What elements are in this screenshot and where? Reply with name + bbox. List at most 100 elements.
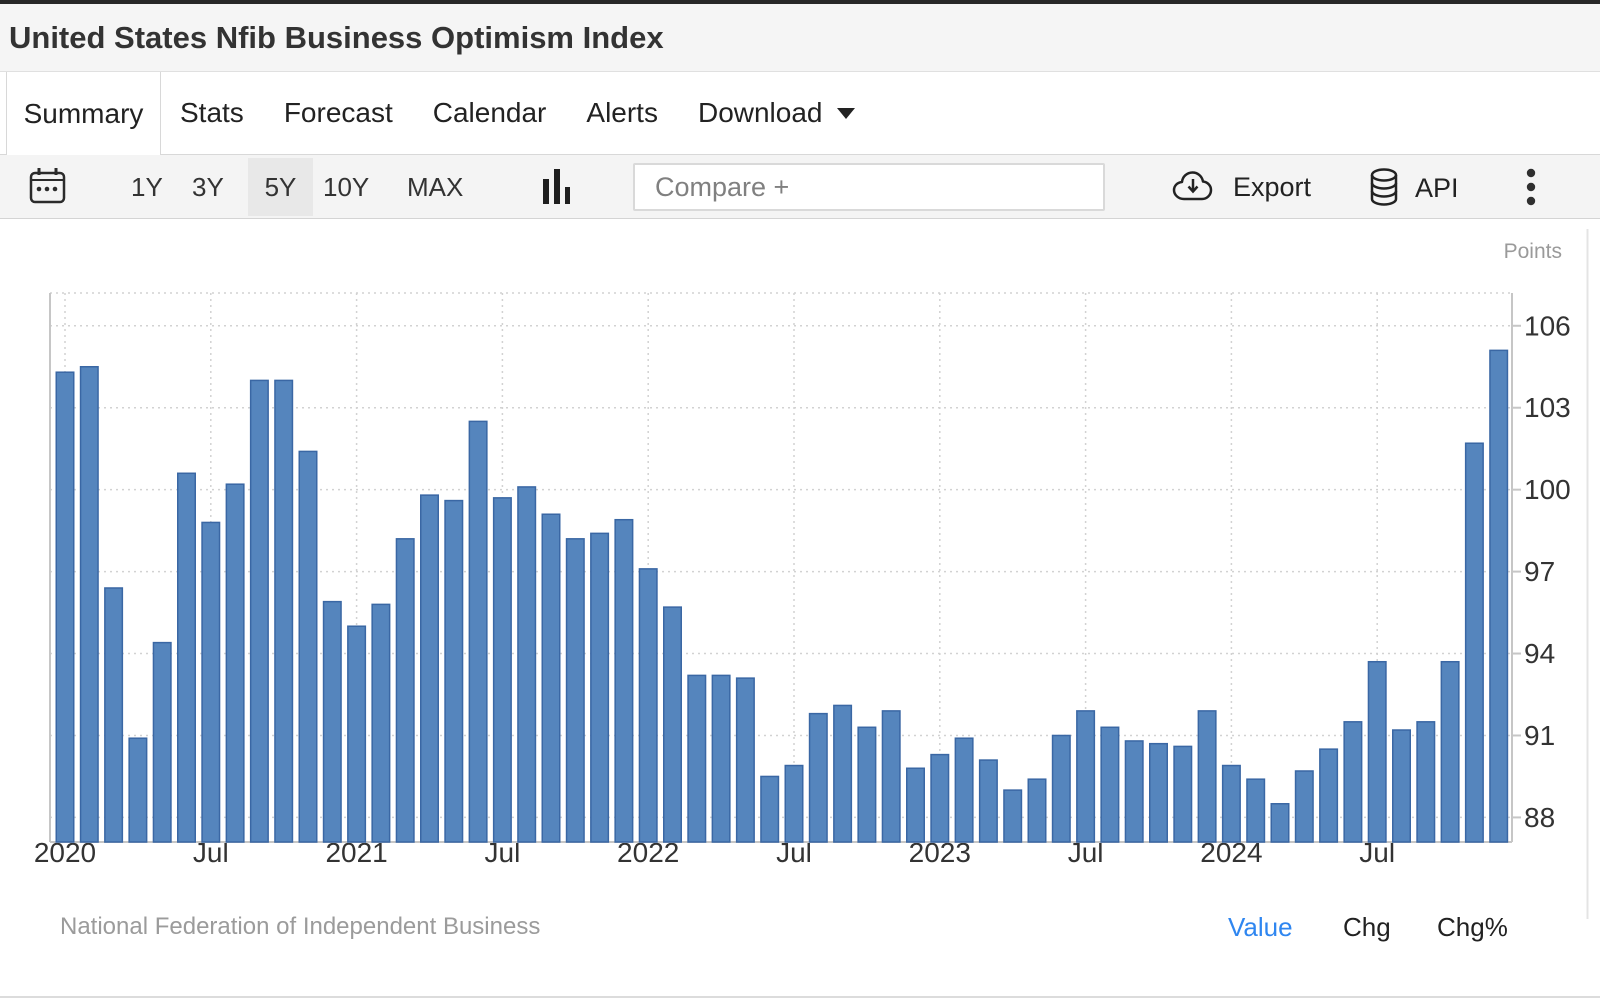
caret-down-icon [836, 107, 855, 119]
bar-2022-06[interactable] [760, 775, 780, 843]
bar-2020-04[interactable] [128, 737, 148, 843]
bar-2022-08[interactable] [808, 712, 828, 843]
more-options-button[interactable] [1526, 167, 1536, 210]
bar-2021-12[interactable] [614, 518, 634, 843]
chart-area: 2020 Jul 2021 Jul 2022 Jul 2023 Jul 2024 Jul 88 91 9… [0, 219, 1600, 999]
bar-2021-06[interactable] [468, 420, 488, 843]
bar-2020-06[interactable] [177, 472, 196, 843]
bar-2021-02[interactable] [371, 603, 391, 843]
bar-2022-05[interactable] [735, 677, 755, 843]
bar-2024-12[interactable] [1489, 349, 1509, 843]
bar-2022-09[interactable] [833, 704, 853, 843]
y-axis-title: Points [1504, 240, 1562, 263]
bar-2021-09[interactable] [541, 513, 561, 843]
bar-2024-04[interactable] [1294, 770, 1314, 843]
calendar-icon [29, 168, 66, 204]
bar-2024-08[interactable] [1392, 729, 1411, 843]
bar-2024-09[interactable] [1416, 721, 1436, 843]
bar-2023-10[interactable] [1149, 742, 1168, 843]
y-axis-label: 97 [1524, 556, 1555, 587]
page-title: United States Nfib Business Optimism Ind… [9, 19, 664, 55]
bar-2024-05[interactable] [1319, 748, 1339, 843]
mode-value-button[interactable]: Value [1228, 912, 1293, 942]
bar-2021-07[interactable] [492, 497, 512, 843]
bar-2020-01[interactable] [55, 371, 75, 843]
bar-2023-12[interactable] [1197, 710, 1217, 843]
bar-2023-07[interactable] [1076, 710, 1096, 843]
bar-2021-10[interactable] [565, 538, 585, 843]
range-5y-button[interactable]: 5Y [264, 171, 297, 202]
range-10y-button[interactable]: 10Y [323, 172, 370, 202]
tab-calendar[interactable]: Calendar [433, 72, 547, 154]
bar-2023-06[interactable] [1051, 734, 1071, 843]
mode-chg-button[interactable]: Chg [1343, 912, 1391, 942]
bar-2023-01[interactable] [930, 753, 950, 843]
bar-2022-07[interactable] [784, 764, 804, 843]
y-axis-label: 88 [1524, 802, 1555, 833]
database-icon [1370, 168, 1398, 206]
bar-2021-05[interactable] [444, 499, 464, 843]
bar-2020-10[interactable] [274, 379, 294, 843]
bar-2024-02[interactable] [1246, 778, 1266, 843]
tab-forecast[interactable]: Forecast [284, 72, 393, 154]
bar-2024-10[interactable] [1440, 660, 1460, 843]
api-label: API [1415, 172, 1459, 203]
bar-2023-09[interactable] [1124, 740, 1144, 843]
compare-input[interactable] [633, 163, 1105, 211]
bar-2024-06[interactable] [1343, 721, 1363, 843]
bar-2023-02[interactable] [954, 737, 974, 843]
bar-2022-12[interactable] [906, 767, 925, 843]
bar-2021-01[interactable] [347, 625, 367, 843]
page-header: United States Nfib Business Optimism Ind… [0, 4, 1600, 72]
bar-2023-08[interactable] [1100, 726, 1120, 843]
bar-2022-11[interactable] [881, 710, 901, 843]
bar-2024-11[interactable] [1464, 442, 1484, 843]
bar-2020-12[interactable] [322, 600, 342, 843]
bar-2024-07[interactable] [1367, 660, 1387, 843]
range-3y-button[interactable]: 3Y [192, 172, 224, 202]
bar-2020-02[interactable] [79, 365, 99, 843]
bar-2022-03[interactable] [687, 674, 707, 843]
bar-2022-02[interactable] [663, 606, 682, 843]
bar-2022-10[interactable] [857, 726, 877, 843]
tab-forecast-label: Forecast [283, 97, 393, 128]
y-axis-label: 100 [1524, 474, 1571, 505]
bar-2021-08[interactable] [517, 486, 537, 843]
y-axis-label: 91 [1524, 720, 1555, 751]
tab-alerts[interactable]: Alerts [586, 72, 658, 154]
bar-2024-01[interactable] [1221, 764, 1241, 843]
bar-2022-04[interactable] [711, 674, 731, 843]
bar-2020-11[interactable] [298, 450, 318, 843]
range-1y-button[interactable]: 1Y [131, 172, 163, 202]
source-attribution: National Federation of Independent Busin… [60, 913, 541, 940]
bar-2021-04[interactable] [420, 494, 439, 843]
tab-stats-label: Stats [180, 97, 244, 128]
bar-2023-05[interactable] [1027, 778, 1047, 843]
bar-2021-11[interactable] [590, 532, 610, 843]
export-label: Export [1233, 171, 1312, 202]
bar-2020-08[interactable] [225, 483, 245, 843]
tab-bar: Summary Stats Forecast Calendar Alerts D… [0, 72, 1600, 155]
bar-2020-09[interactable] [249, 379, 269, 843]
bar-2023-04[interactable] [1003, 789, 1023, 843]
bar-2023-03[interactable] [978, 759, 998, 843]
tab-summary-label: Summary [23, 97, 144, 129]
bar-2024-03[interactable] [1270, 803, 1290, 843]
api-button[interactable]: API [1369, 168, 1459, 208]
bar-2022-01[interactable] [638, 568, 658, 843]
tab-stats[interactable]: Stats [180, 72, 244, 154]
chart-type-button[interactable] [543, 169, 573, 208]
range-max-button[interactable]: MAX [407, 172, 464, 202]
bar-2020-05[interactable] [152, 641, 172, 843]
tab-summary[interactable]: Summary [6, 72, 161, 155]
tab-calendar-label: Calendar [432, 97, 547, 128]
tab-alerts-label: Alerts [586, 97, 658, 128]
calendar-range-button[interactable] [29, 167, 66, 208]
tab-download[interactable]: Download [698, 72, 855, 154]
mode-chgpct-button[interactable]: Chg% [1437, 912, 1508, 942]
bar-2020-03[interactable] [104, 587, 124, 843]
export-button[interactable]: Export [1170, 170, 1311, 204]
bar-2020-07[interactable] [201, 521, 221, 843]
bar-2021-03[interactable] [395, 538, 415, 843]
bar-2023-11[interactable] [1173, 745, 1193, 843]
